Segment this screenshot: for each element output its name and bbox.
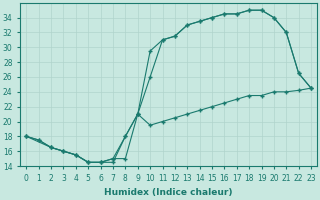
- X-axis label: Humidex (Indice chaleur): Humidex (Indice chaleur): [104, 188, 233, 197]
